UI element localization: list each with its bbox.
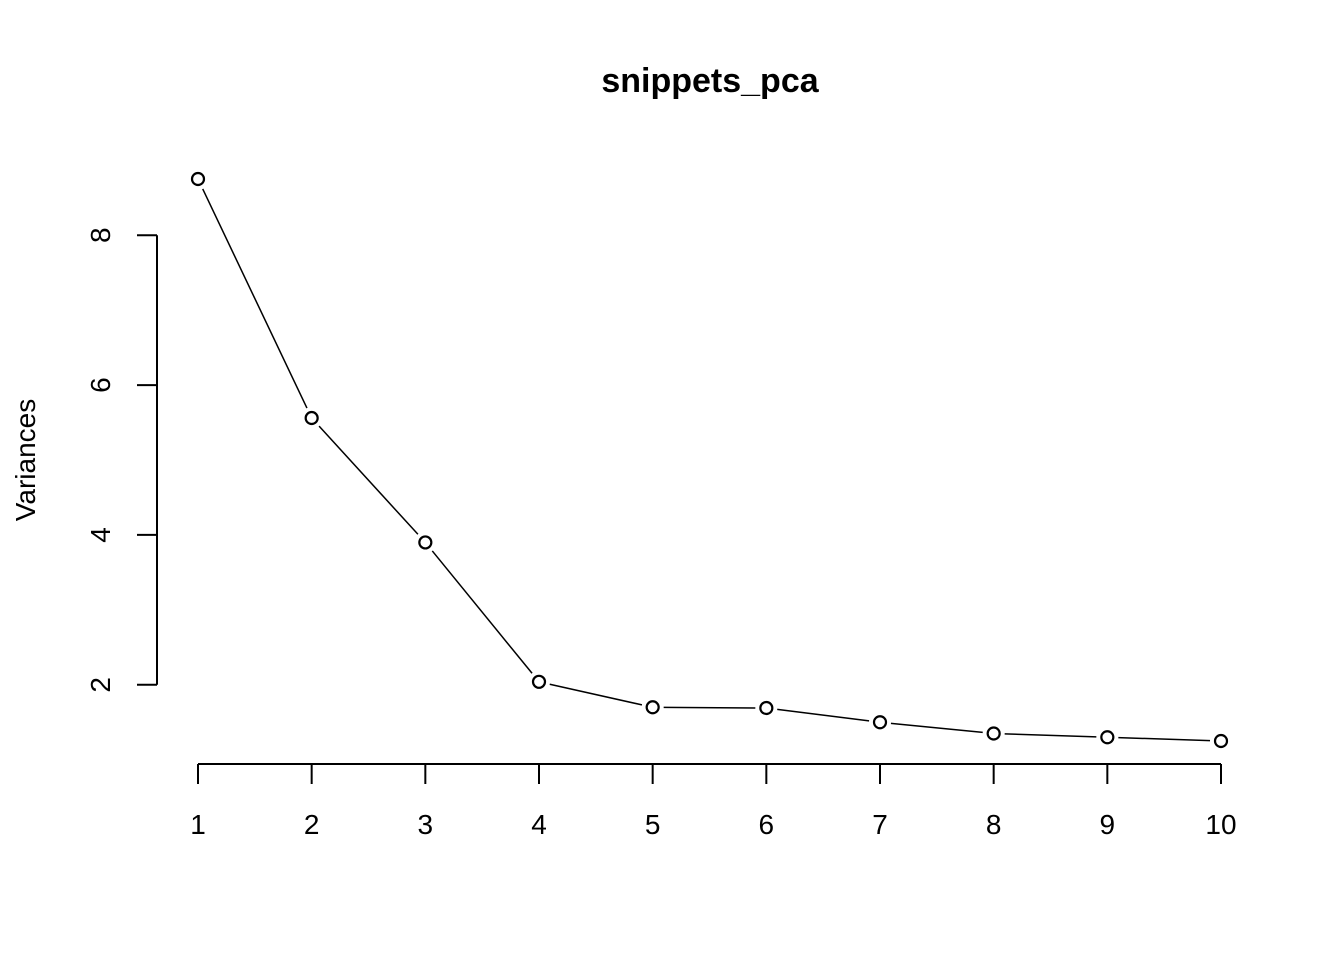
data-point: [190, 171, 206, 187]
x-tick-label: 5: [645, 809, 661, 840]
x-tick-label: 8: [986, 809, 1002, 840]
data-point: [418, 535, 433, 550]
data-point: [872, 715, 888, 730]
data-point: [304, 410, 319, 426]
x-axis: 1 2 3 4 5 6 7 8 9 10: [190, 763, 1237, 840]
x-tick-label: 3: [418, 809, 434, 840]
y-axis-title: Variances: [10, 399, 41, 521]
chart-title: snippets_pca: [601, 62, 819, 100]
x-tick-label: 9: [1100, 809, 1116, 840]
series-segment: [663, 706, 756, 709]
series-line: [202, 188, 1211, 742]
x-tick-label: 7: [872, 809, 888, 840]
y-tick-label: 6: [85, 377, 116, 393]
series-segment: [318, 425, 419, 535]
series-segment: [431, 550, 533, 674]
data-point: [986, 726, 1001, 741]
x-tick-label: 1: [190, 809, 206, 840]
series-segment: [890, 722, 983, 734]
series-segment: [202, 188, 308, 409]
x-tick-label: 4: [531, 809, 547, 840]
data-point: [1213, 733, 1229, 749]
y-axis: 2 4 6 8: [85, 227, 158, 693]
data-point: [759, 700, 774, 716]
data-point: [1100, 730, 1115, 745]
series-segment: [549, 683, 643, 706]
data-point: [531, 674, 547, 689]
data-point: [645, 700, 660, 715]
x-tick-label: 2: [304, 809, 320, 840]
series-segment: [777, 708, 870, 722]
x-tick-label: 10: [1205, 809, 1236, 840]
series-segment: [1004, 733, 1097, 738]
y-tick-label: 4: [85, 527, 116, 543]
series-points: [190, 171, 1229, 749]
series-segment: [1118, 736, 1211, 742]
x-tick-label: 6: [759, 809, 775, 840]
y-tick-label: 8: [85, 227, 116, 243]
y-tick-label: 2: [85, 677, 116, 693]
